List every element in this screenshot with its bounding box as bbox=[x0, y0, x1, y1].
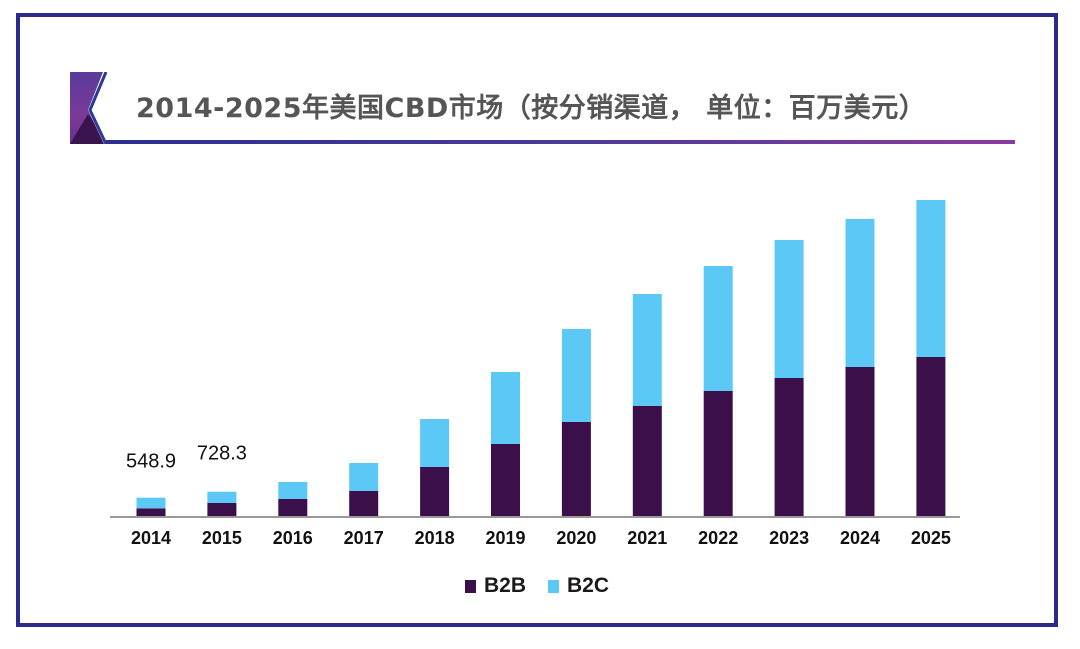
bar-b2c-2020 bbox=[561, 329, 591, 422]
chart-frame bbox=[16, 13, 1058, 627]
x-tick-label: 2022 bbox=[698, 528, 738, 548]
data-label-2014: 548.9 bbox=[126, 451, 176, 473]
x-tick-label: 2016 bbox=[273, 528, 313, 548]
x-tick-label: 2020 bbox=[556, 528, 596, 548]
legend-label-b2b: B2B bbox=[484, 574, 527, 597]
x-tick-label: 2024 bbox=[840, 528, 880, 548]
bar-b2b-2021 bbox=[632, 406, 662, 516]
legend-label-b2c: B2C bbox=[567, 574, 610, 597]
bar-b2c-2018 bbox=[420, 419, 450, 467]
x-tick-label: 2025 bbox=[911, 528, 951, 548]
bar-b2b-2017 bbox=[349, 491, 379, 516]
bar-b2c-2017 bbox=[349, 463, 379, 491]
bar-b2c-2025 bbox=[916, 200, 946, 357]
bar-b2b-2014 bbox=[136, 508, 166, 516]
legend-item-b2c: B2C bbox=[548, 574, 609, 598]
x-tick-label: 2017 bbox=[344, 528, 384, 548]
bar-b2b-2024 bbox=[845, 367, 875, 516]
bar-b2c-2015 bbox=[207, 491, 237, 503]
legend-swatch-b2c bbox=[548, 579, 560, 593]
title-banner: 2014-2025年美国CBD市场（按分销渠道， 单位：百万美元） bbox=[70, 72, 1015, 144]
x-tick-label: 2018 bbox=[415, 528, 455, 548]
data-label-2015: 728.3 bbox=[197, 443, 247, 465]
bar-b2c-2024 bbox=[845, 219, 875, 367]
legend-item-b2b: B2B bbox=[465, 574, 526, 598]
bar-b2c-2023 bbox=[774, 240, 804, 378]
bar-b2b-2022 bbox=[703, 391, 733, 516]
x-tick-label: 2014 bbox=[131, 528, 171, 548]
bar-b2c-2019 bbox=[491, 372, 520, 444]
bar-b2b-2015 bbox=[207, 503, 237, 516]
x-tick-label: 2015 bbox=[202, 528, 242, 548]
bar-b2b-2020 bbox=[561, 422, 591, 516]
bar-b2c-2021 bbox=[632, 294, 662, 406]
chart-title: 2014-2025年美国CBD市场（按分销渠道， 单位：百万美元） bbox=[136, 93, 927, 124]
bar-b2b-2019 bbox=[491, 444, 520, 516]
bar-b2b-2023 bbox=[774, 378, 804, 516]
title-underline bbox=[106, 140, 1015, 144]
bar-b2b-2018 bbox=[420, 467, 450, 516]
bar-b2c-2014 bbox=[136, 497, 166, 509]
x-tick-label: 2021 bbox=[627, 528, 667, 548]
legend-swatch-b2b bbox=[465, 579, 476, 593]
bar-b2b-2016 bbox=[278, 499, 308, 516]
x-tick-label: 2023 bbox=[769, 528, 809, 548]
x-tick-label: 2019 bbox=[485, 528, 525, 548]
bar-b2c-2016 bbox=[278, 482, 308, 499]
title-decoration-icon bbox=[70, 72, 110, 144]
legend: B2B B2C bbox=[465, 574, 609, 598]
bar-b2c-2022 bbox=[703, 266, 733, 391]
bar-b2b-2025 bbox=[916, 357, 946, 516]
